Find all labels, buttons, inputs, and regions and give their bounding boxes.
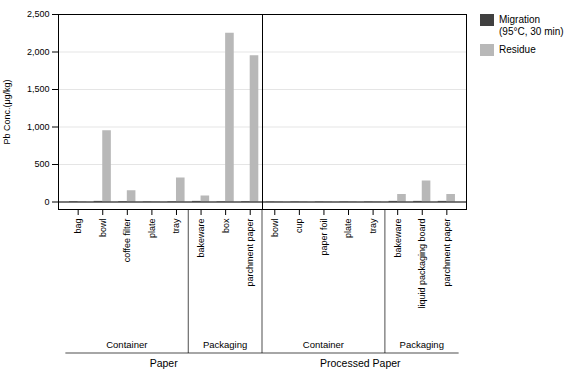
svg-text:Packaging: Packaging [203,339,247,350]
svg-text:bowl: bowl [270,219,280,238]
svg-text:Container: Container [106,339,147,350]
svg-text:Packaging: Packaging [400,339,444,350]
svg-text:liquid packaging board: liquid packaging board [417,219,427,309]
svg-text:2,000: 2,000 [27,47,50,57]
svg-text:parchment paper: parchment paper [442,219,452,287]
svg-text:0: 0 [44,197,49,207]
svg-text:coffee filter: coffee filter [122,218,132,262]
svg-text:bakeware: bakeware [196,219,206,258]
svg-text:cup: cup [294,219,304,234]
svg-text:500: 500 [34,159,49,169]
svg-text:Paper: Paper [150,357,179,369]
svg-text:plate: plate [343,219,353,239]
html-text:Migration (95°C, 30 min): Migration (95°C, 30 min) [499,14,564,37]
svg-text:bag: bag [73,219,83,234]
svg-text:2,500: 2,500 [27,9,50,19]
svg-text:box: box [221,218,231,233]
svg-text:plate: plate [147,219,157,239]
svg-text:1,000: 1,000 [27,122,50,132]
svg-text:parchment paper: parchment paper [245,219,255,287]
svg-text:1,500: 1,500 [27,84,50,94]
svg-text:tray: tray [368,218,378,234]
html-text:Residue: Residue [499,44,536,55]
svg-text:bakeware: bakeware [393,219,403,258]
svg-text:bowl: bowl [98,219,108,238]
svg-text:Processed Paper: Processed Paper [320,357,401,369]
svg-text:paper foil: paper foil [319,219,329,256]
svg-text:tray: tray [171,218,181,234]
svg-text:Pb Conc.(μg/kg): Pb Conc.(μg/kg) [2,79,12,144]
svg-text:Container: Container [303,339,344,350]
